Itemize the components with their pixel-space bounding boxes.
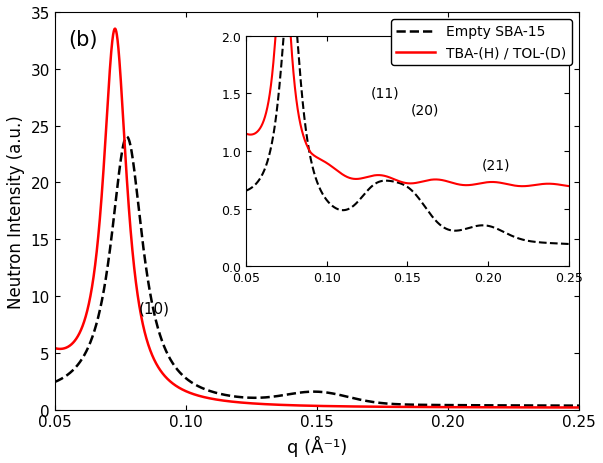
TBA-(H) / TOL-(D): [509, 405, 516, 410]
TBA-(H) / TOL-(D): [275, 402, 282, 408]
Empty SBA-15: [253, 395, 260, 400]
Empty SBA-15: [111, 209, 118, 215]
Line: TBA-(H) / TOL-(D): TBA-(H) / TOL-(D): [55, 30, 579, 407]
Empty SBA-15: [142, 264, 150, 269]
Legend: Empty SBA-15, TBA-(H) / TOL-(D): Empty SBA-15, TBA-(H) / TOL-(D): [391, 20, 572, 66]
Y-axis label: Neutron Intensity (a.u.): Neutron Intensity (a.u.): [7, 115, 25, 308]
X-axis label: q (Å⁻¹): q (Å⁻¹): [287, 435, 347, 456]
Text: (10): (10): [139, 301, 169, 316]
Empty SBA-15: [275, 393, 282, 399]
Empty SBA-15: [51, 379, 58, 385]
Empty SBA-15: [509, 403, 516, 408]
Text: (b): (b): [68, 30, 97, 50]
TBA-(H) / TOL-(D): [253, 401, 260, 407]
Empty SBA-15: [566, 403, 573, 408]
Empty SBA-15: [575, 403, 582, 408]
TBA-(H) / TOL-(D): [111, 27, 118, 33]
TBA-(H) / TOL-(D): [112, 27, 119, 32]
TBA-(H) / TOL-(D): [566, 405, 573, 410]
TBA-(H) / TOL-(D): [575, 405, 582, 410]
TBA-(H) / TOL-(D): [51, 345, 58, 351]
Line: Empty SBA-15: Empty SBA-15: [55, 138, 579, 406]
Empty SBA-15: [123, 135, 130, 140]
TBA-(H) / TOL-(D): [142, 334, 150, 339]
